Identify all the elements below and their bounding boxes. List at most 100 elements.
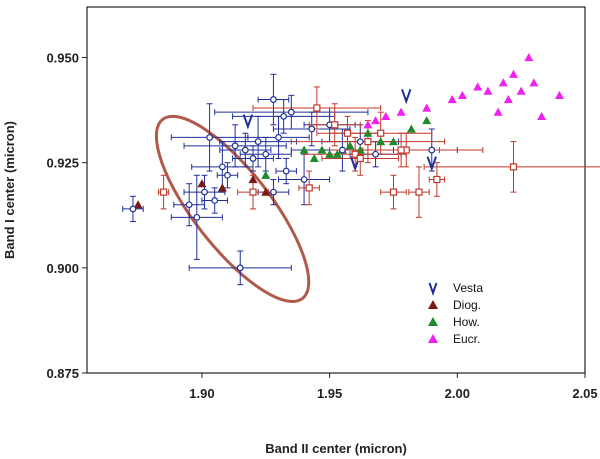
legend-marker-vesta (428, 282, 438, 297)
data-point-circle (211, 197, 219, 204)
data-point-circle (270, 188, 277, 196)
data-point-circle (254, 138, 262, 146)
data-point-triangle (529, 78, 539, 87)
data-point-circle (262, 150, 270, 158)
data-point-v (242, 114, 254, 130)
data-point-triangle (309, 153, 319, 163)
data-point-circle (236, 264, 244, 272)
data-point-triangle (447, 95, 457, 104)
annotation-ellipse (154, 114, 311, 303)
data-point-square (160, 188, 168, 196)
data-point-triangle (325, 149, 335, 158)
legend-marker-how (428, 317, 438, 326)
data-point-v (401, 89, 412, 105)
data-point-triangle (133, 200, 143, 209)
data-point-square (343, 129, 352, 137)
data-point-circle (300, 176, 308, 183)
data-point-triangle (508, 69, 518, 78)
data-point-triangle (493, 107, 503, 116)
legend-label: Vesta (453, 281, 483, 295)
y-tick-label: 0.925 (46, 156, 79, 171)
data-point-square (305, 184, 313, 192)
x-tick-label: 2.05 (572, 386, 597, 401)
ticks-layer: 1.90 1.95 2.00 2.05 0.875 0.900 0.925 0.950 (46, 50, 597, 401)
data-point-circle (224, 171, 231, 179)
data-point-triangle (381, 111, 391, 120)
legend: Vesta Diog. How. Eucr. (428, 281, 483, 346)
data-point-square (389, 188, 398, 196)
data-point-square (415, 188, 423, 196)
x-axis-label: Band II center (micron) (265, 441, 407, 456)
data-point-circle (185, 201, 193, 209)
data-point-triangle (473, 82, 483, 91)
data-point-triangle (503, 95, 513, 104)
y-axis-label: Band I center (micron) (2, 121, 17, 259)
y-tick-label: 0.950 (46, 50, 79, 65)
data-point-triangle (363, 120, 373, 129)
data-point-triangle (345, 141, 355, 150)
data-point-circle (308, 125, 316, 133)
data-point-triangle (498, 78, 508, 87)
data-point-triangle (197, 179, 207, 188)
data-point-circle (241, 146, 249, 154)
data-point-triangle (457, 90, 467, 99)
data-point-square (433, 175, 441, 184)
annotation-layer (154, 114, 311, 303)
legend-marker-eucr (428, 334, 438, 343)
data-point-triangle (396, 107, 406, 116)
x-tick-label: 2.00 (445, 386, 470, 401)
plot-frame (86, 6, 586, 374)
data-point-circle (206, 134, 213, 141)
y-tick-label: 0.900 (46, 261, 79, 276)
data-point-circle (193, 213, 201, 221)
legend-label: How. (453, 315, 480, 329)
data-point-square (313, 104, 321, 112)
data-point-triangle (248, 174, 258, 184)
data-point-v (426, 156, 437, 172)
data-point-triangle (524, 52, 534, 62)
data-point-triangle (332, 149, 342, 158)
legend-label: Eucr. (453, 332, 480, 346)
data-point-square (364, 138, 372, 146)
data-point-triangle (376, 137, 386, 146)
data-point-circle (201, 188, 208, 196)
data-point-square (397, 146, 405, 154)
data-point-circle (218, 163, 226, 171)
data-point-triangle (422, 103, 432, 112)
data-point-circle (231, 142, 239, 150)
data-point-square (356, 154, 364, 163)
data-point-circle (129, 205, 137, 213)
data-point-triangle (261, 170, 271, 179)
data-point-circle (356, 138, 364, 146)
data-point-circle (275, 134, 282, 141)
data-point-triangle (516, 86, 526, 95)
data-point-triangle (406, 124, 416, 133)
data-point-square (351, 150, 359, 158)
data-point-circle (270, 96, 277, 103)
data-point-triangle (317, 145, 327, 154)
data-point-triangle (422, 116, 432, 125)
legend-marker-diog (428, 300, 438, 309)
data-point-circle (282, 167, 290, 175)
data-point-triangle (261, 187, 271, 196)
data-point-circle (372, 150, 379, 158)
legend-label: Diog. (453, 298, 481, 312)
data-point-circle (428, 146, 436, 154)
data-point-square (377, 129, 385, 137)
data-point-triangle (483, 86, 493, 95)
data-point-circle (249, 155, 257, 162)
x-tick-label: 1.90 (189, 386, 214, 401)
x-tick-label: 1.95 (317, 386, 342, 401)
data-point-triangle (537, 111, 547, 120)
data-point-circle (287, 108, 295, 116)
data-point-circle (338, 146, 346, 154)
data-point-triangle (371, 116, 381, 125)
data-point-square (249, 188, 257, 196)
y-tick-label: 0.875 (46, 366, 79, 381)
data-point-circle (280, 112, 288, 120)
data-point-triangle (217, 183, 227, 192)
data-point-square (509, 163, 518, 171)
marker-layer (129, 52, 564, 272)
data-point-triangle (554, 90, 564, 99)
